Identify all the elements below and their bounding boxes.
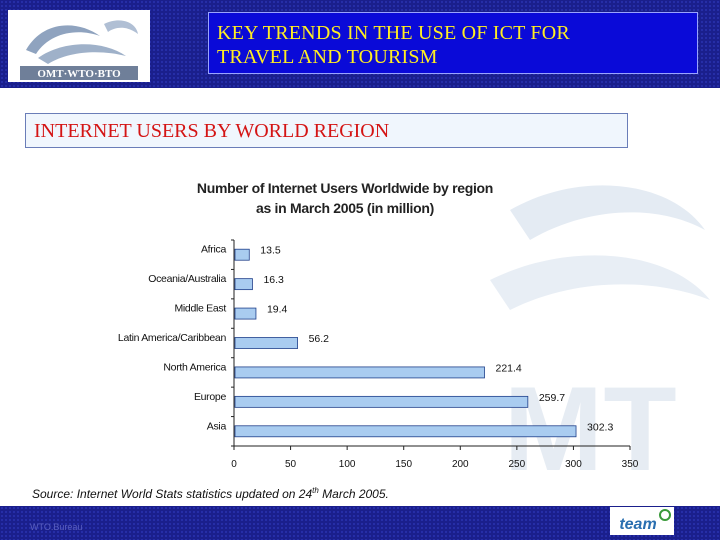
bar-7	[234, 425, 577, 438]
bar-6	[234, 395, 529, 408]
x-tick-label: 300	[565, 459, 582, 470]
wto-logo-icon: OMT·WTO·BTO	[20, 20, 138, 80]
bar-5	[234, 366, 485, 379]
source-text: Source: Internet World Stats statistics …	[32, 487, 313, 501]
bar-2	[234, 278, 253, 291]
chart-title-line2: as in March 2005 (in million)	[255, 200, 435, 216]
category-label: Asia	[207, 420, 227, 432]
source-note: Source: Internet World Stats statistics …	[32, 486, 389, 501]
x-tick-label: 200	[452, 459, 469, 470]
data-label: 56.2	[309, 333, 330, 345]
bar-4	[234, 337, 298, 349]
wto-logo: OMT·WTO·BTO	[8, 10, 150, 82]
data-label: 221.4	[495, 362, 521, 374]
logo-text: OMT·WTO·BTO	[37, 68, 121, 80]
category-label: Latin America/Caribbean	[118, 332, 227, 344]
title-box: KEY TRENDS IN THE USE OF ICT FOR TRAVEL …	[208, 12, 698, 74]
x-tick-label: 150	[395, 459, 412, 470]
category-label: Middle East	[174, 303, 226, 315]
team-logo-text: team	[619, 516, 656, 533]
data-label: 302.3	[587, 421, 613, 433]
footer-band	[0, 506, 720, 540]
section-subtitle: INTERNET USERS BY WORLD REGION	[34, 120, 390, 142]
source-sup: th	[312, 486, 319, 495]
footer-left-text: WTO.Bureau	[30, 522, 83, 532]
data-label: 259.7	[539, 392, 565, 404]
x-tick-label: 50	[285, 459, 297, 470]
page-title-line2: TRAVEL AND TOURISM	[217, 46, 438, 68]
subtitle-box: INTERNET USERS BY WORLD REGION	[25, 113, 628, 148]
data-label: 19.4	[267, 304, 288, 316]
chart-title-line1: Number of Internet Users Worldwide by re…	[196, 180, 494, 196]
team-logo: team	[610, 507, 674, 535]
category-label: Africa	[201, 244, 227, 256]
category-label: Europe	[194, 391, 227, 403]
page-title-line1: KEY TRENDS IN THE USE OF ICT FOR	[217, 22, 570, 44]
x-tick-label: 100	[339, 459, 356, 470]
data-label: 13.5	[260, 245, 281, 257]
category-label: North America	[163, 361, 226, 373]
x-tick-label: 350	[622, 459, 639, 470]
chart-title: Number of Internet Users Worldwide by re…	[150, 178, 540, 218]
bar-1	[234, 248, 250, 261]
x-tick-label: 0	[231, 459, 237, 470]
bar-3	[234, 307, 257, 320]
team-logo-icon: team	[619, 509, 671, 533]
data-label: 16.3	[263, 274, 284, 286]
source-text-end: March 2005.	[318, 487, 389, 501]
x-tick-label: 250	[509, 459, 526, 470]
category-label: Oceania/Australia	[148, 273, 226, 285]
